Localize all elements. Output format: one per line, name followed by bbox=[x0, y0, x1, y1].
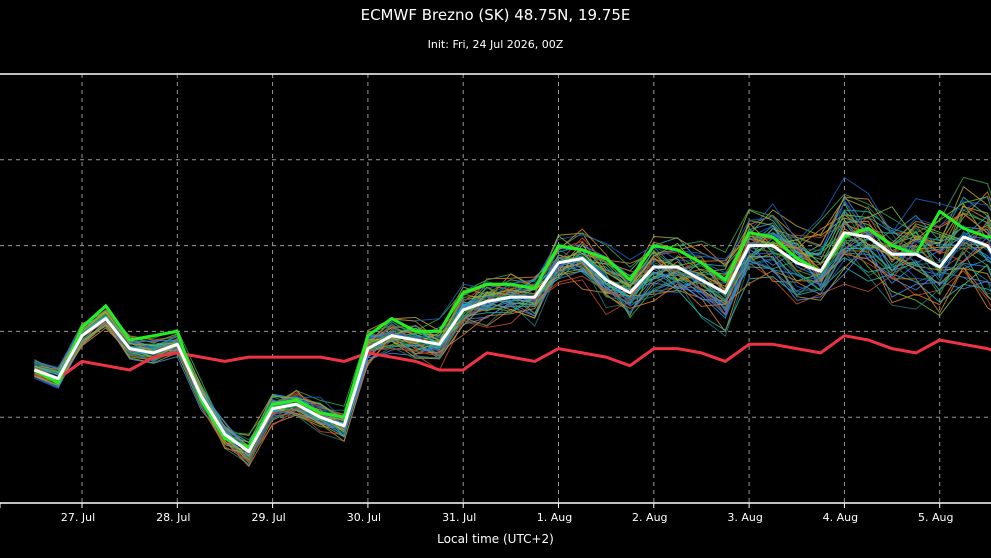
ensemble-layer bbox=[34, 176, 991, 468]
x-tick-label: 4. Aug bbox=[823, 511, 858, 524]
x-tick-label: 1. Aug bbox=[537, 511, 572, 524]
ensemble-member-line bbox=[34, 185, 991, 460]
series-layer bbox=[33, 209, 991, 453]
series-line-mean bbox=[33, 231, 991, 453]
chart-subtitle: Init: Fri, 24 Jul 2026, 00Z bbox=[427, 38, 564, 51]
x-axis-label: Local time (UTC+2) bbox=[437, 532, 554, 546]
x-tick-label: 5. Aug bbox=[918, 511, 953, 524]
x-tick-label: 31. Jul bbox=[442, 511, 476, 524]
ensemble-member-line bbox=[34, 244, 991, 452]
series-line-control bbox=[33, 209, 991, 449]
x-tick-label: 2. Aug bbox=[632, 511, 667, 524]
ensemble-member-line bbox=[34, 200, 991, 457]
x-tick-label: 28. Jul bbox=[156, 511, 190, 524]
x-tick-label: 29. Jul bbox=[251, 511, 285, 524]
ensemble-member-line bbox=[34, 233, 991, 462]
ensemble-member-line bbox=[34, 199, 991, 458]
axis-layer: 27. Jul 28. Jul 29. Jul 30. Jul 31. Jul 1. Au… bbox=[0, 73, 991, 524]
series-line-climate bbox=[33, 334, 991, 381]
x-tick-label: 3. Aug bbox=[727, 511, 762, 524]
ensemble-member-line bbox=[34, 176, 991, 449]
x-tick-label: 27. Jul bbox=[61, 511, 95, 524]
x-tick-label: 30. Jul bbox=[347, 511, 381, 524]
chart-title: ECMWF Brezno (SK) 48.75N, 19.75E bbox=[360, 6, 631, 24]
